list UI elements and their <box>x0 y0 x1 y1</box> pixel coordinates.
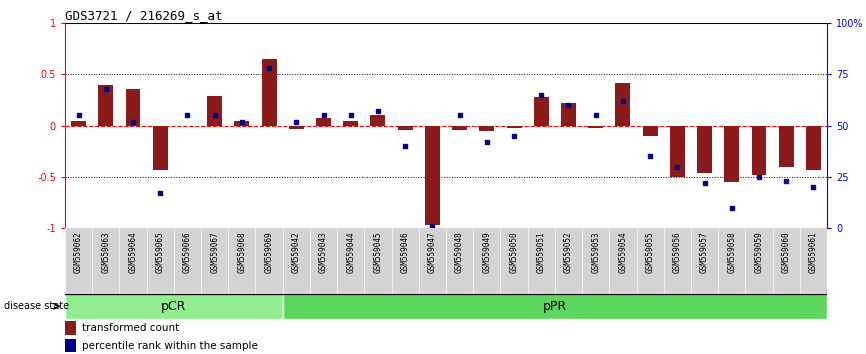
Bar <box>669 126 685 177</box>
Text: GSM559042: GSM559042 <box>292 232 301 273</box>
Text: GSM559062: GSM559062 <box>74 232 83 273</box>
Bar <box>316 119 331 126</box>
Bar <box>806 126 821 170</box>
Text: GSM559067: GSM559067 <box>210 232 219 273</box>
Bar <box>65 339 76 352</box>
Text: GSM559060: GSM559060 <box>782 232 791 273</box>
Text: GSM559055: GSM559055 <box>646 232 655 273</box>
Text: percentile rank within the sample: percentile rank within the sample <box>81 341 257 350</box>
Bar <box>65 294 282 319</box>
Text: GSM559064: GSM559064 <box>128 232 138 273</box>
Text: GDS3721 / 216269_s_at: GDS3721 / 216269_s_at <box>65 9 223 22</box>
Bar <box>724 126 740 182</box>
Bar <box>452 126 467 130</box>
Bar <box>616 82 630 126</box>
Bar <box>288 126 304 129</box>
Text: GSM559049: GSM559049 <box>482 232 491 273</box>
Text: GSM559045: GSM559045 <box>373 232 383 273</box>
Bar <box>343 120 359 126</box>
Text: GSM559065: GSM559065 <box>156 232 165 273</box>
Text: GSM559051: GSM559051 <box>537 232 546 273</box>
Bar <box>561 103 576 126</box>
Bar <box>697 126 712 173</box>
Text: pCR: pCR <box>161 300 186 313</box>
Bar <box>235 120 249 126</box>
Text: GSM559059: GSM559059 <box>754 232 764 273</box>
Bar <box>207 96 222 126</box>
Bar <box>126 89 140 126</box>
Bar <box>397 126 412 130</box>
Text: GSM559056: GSM559056 <box>673 232 682 273</box>
Bar <box>282 294 827 319</box>
Bar <box>479 126 494 131</box>
Text: GSM559066: GSM559066 <box>183 232 192 273</box>
Text: pPR: pPR <box>543 300 567 313</box>
Bar <box>371 115 385 126</box>
Text: GSM559061: GSM559061 <box>809 232 818 273</box>
Bar <box>588 126 603 128</box>
Text: GSM559054: GSM559054 <box>618 232 627 273</box>
Text: GSM559046: GSM559046 <box>401 232 410 273</box>
Text: disease state: disease state <box>4 301 69 311</box>
Text: GSM559043: GSM559043 <box>319 232 328 273</box>
Text: GSM559058: GSM559058 <box>727 232 736 273</box>
Text: GSM559053: GSM559053 <box>591 232 600 273</box>
Bar <box>643 126 657 136</box>
Bar <box>533 97 549 126</box>
Text: GSM559068: GSM559068 <box>237 232 246 273</box>
Bar <box>152 126 168 170</box>
Text: GSM559057: GSM559057 <box>700 232 709 273</box>
Bar <box>752 126 766 175</box>
Text: GSM559069: GSM559069 <box>265 232 274 273</box>
Bar <box>262 59 276 126</box>
Text: GSM559047: GSM559047 <box>428 232 436 273</box>
Text: transformed count: transformed count <box>81 323 179 333</box>
Text: GSM559044: GSM559044 <box>346 232 355 273</box>
Bar <box>779 126 793 167</box>
Bar <box>98 85 113 126</box>
Text: GSM559063: GSM559063 <box>101 232 110 273</box>
Text: GSM559052: GSM559052 <box>564 232 573 273</box>
Bar <box>65 321 76 335</box>
Bar <box>71 120 86 126</box>
Bar <box>507 126 521 128</box>
Text: GSM559048: GSM559048 <box>456 232 464 273</box>
Text: GSM559050: GSM559050 <box>509 232 519 273</box>
Bar <box>425 126 440 225</box>
